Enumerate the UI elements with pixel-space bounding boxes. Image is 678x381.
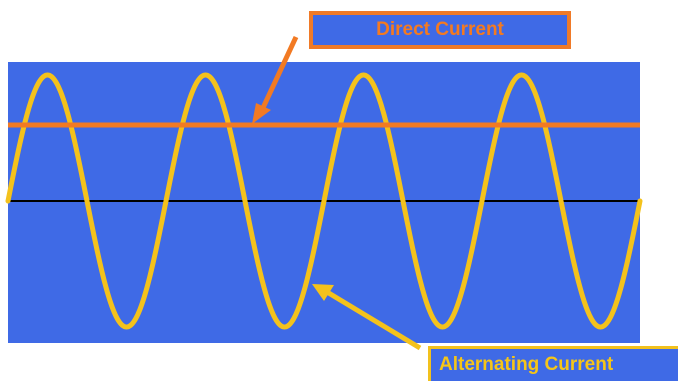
alternating-current-pointer-arrow bbox=[325, 289, 422, 351]
direct-current-label: Direct Current bbox=[309, 11, 571, 49]
direct-current-arrowhead bbox=[252, 103, 271, 124]
direct-current-pointer-arrow bbox=[259, 35, 299, 112]
alternating-current-arrowhead bbox=[312, 284, 334, 301]
alternating-current-label: Alternating Current bbox=[428, 346, 678, 381]
alternating-current-wave bbox=[5, 72, 643, 330]
